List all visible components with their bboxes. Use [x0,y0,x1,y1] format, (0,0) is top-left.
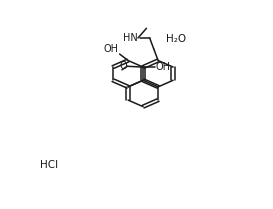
Text: HN: HN [123,33,138,43]
Text: OH: OH [103,44,118,54]
Text: OH: OH [155,62,170,72]
Text: HCl: HCl [40,160,58,170]
Text: O: O [119,61,127,71]
Text: H₂O: H₂O [166,34,186,44]
